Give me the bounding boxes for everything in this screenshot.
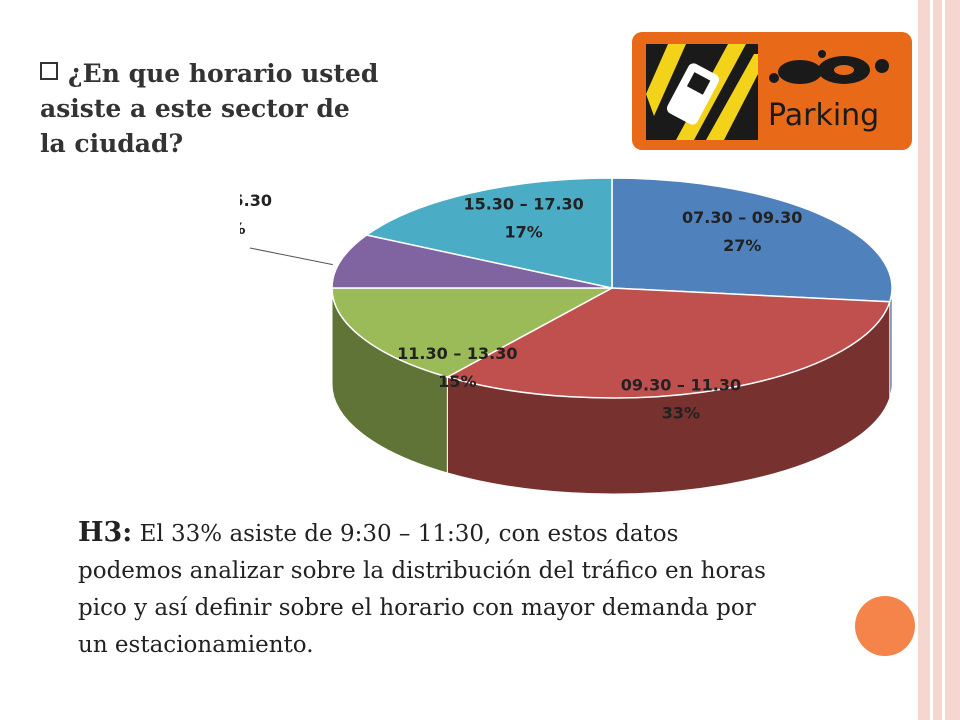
pie-slice-4 <box>364 177 613 289</box>
logo-text: Parking <box>768 98 880 133</box>
conclusion-label: H3: <box>78 517 133 548</box>
pie-chart: 07.30 – 09.30 27% 09.30 – 11.30 33% 11.30 – … <box>240 177 893 495</box>
slide-question: ¿En que horario usted asiste a este sect… <box>40 56 380 161</box>
slice-label-2: 11.30 – 13.30 <box>397 344 517 363</box>
decorative-orb <box>855 596 915 656</box>
slice-value-4: 17% <box>504 222 542 241</box>
slice-label-0: 07.30 – 09.30 <box>682 208 802 227</box>
conclusion-text: El 33% asiste de 9:30 – 11:30, con estos… <box>78 521 766 658</box>
checkbox-bullet-icon <box>40 62 58 80</box>
leader-line <box>249 247 333 266</box>
slice-value-0: 27% <box>723 236 761 255</box>
question-text: ¿En que horario usted asiste a este sect… <box>40 59 379 158</box>
parking-logo: Parking <box>632 32 912 150</box>
pie-slice-3 <box>331 234 613 289</box>
splash-icon <box>764 44 898 140</box>
pie-slice-2 <box>331 287 613 378</box>
slice-value-3: 8% <box>240 219 246 238</box>
pie-slice-0 <box>611 177 893 303</box>
car-icon <box>646 44 758 140</box>
slice-label-1: 09.30 – 11.30 <box>621 376 741 395</box>
side-stripe <box>918 0 960 720</box>
slice-label-4: 15.30 – 17.30 <box>463 194 583 213</box>
slice-value-1: 33% <box>662 404 700 423</box>
slice-label-3: 13.30 – 15.30 <box>240 191 272 210</box>
conclusion: H3: El 33% asiste de 9:30 – 11:30, con e… <box>78 514 778 664</box>
slice-value-2: 15% <box>438 372 476 391</box>
pie-slice-1 <box>445 287 891 399</box>
